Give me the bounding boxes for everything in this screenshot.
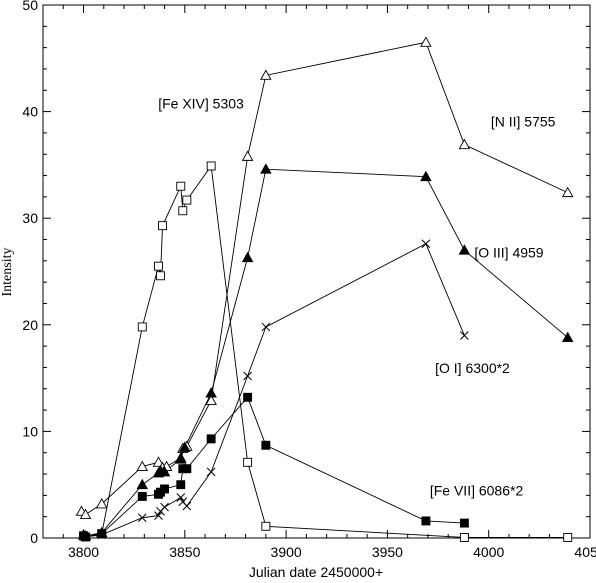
data-point xyxy=(241,251,254,263)
data-point xyxy=(561,331,574,343)
data-point xyxy=(261,440,271,450)
data-point xyxy=(136,478,149,490)
data-point xyxy=(176,493,186,502)
data-point xyxy=(158,465,171,477)
data-point-stroke xyxy=(176,493,186,502)
x-tick-label: 3850 xyxy=(169,544,200,560)
y-tick-label: 0 xyxy=(30,530,38,546)
data-point xyxy=(459,518,469,528)
series-annotation: [N II] 5755 xyxy=(491,114,556,130)
data-point xyxy=(205,387,217,398)
data-point-stroke xyxy=(206,467,216,477)
axis-ticks: 38003850390039504000405001020304050 xyxy=(22,0,596,560)
data-point xyxy=(97,529,107,539)
data-point xyxy=(160,502,169,512)
data-point-stroke xyxy=(182,501,192,511)
data-point xyxy=(95,497,108,509)
data-point xyxy=(136,460,149,472)
data-point xyxy=(206,467,216,477)
data-point-stroke xyxy=(460,331,469,340)
data-point xyxy=(241,150,254,161)
x-tick-label: 3800 xyxy=(68,544,99,560)
data-point xyxy=(206,161,216,171)
data-point xyxy=(158,221,167,231)
data-point-stroke xyxy=(137,513,147,523)
data-point xyxy=(243,457,253,467)
plot-frame xyxy=(42,4,591,539)
data-point xyxy=(154,261,163,271)
series-annotations: [Fe XIV] 5303 [N II] 5755 [O III] 4959 [O I… xyxy=(158,95,555,498)
series-line xyxy=(81,41,568,516)
y-tick-label: 10 xyxy=(22,423,38,439)
x-tick-label: 4000 xyxy=(473,544,504,560)
data-point xyxy=(243,371,252,381)
data-markers xyxy=(75,36,574,542)
data-point xyxy=(261,521,271,531)
data-point xyxy=(260,69,272,80)
data-point xyxy=(137,491,147,501)
y-tick-label: 20 xyxy=(22,317,38,333)
data-point xyxy=(561,186,574,198)
series-annotation: [Fe XIV] 5303 xyxy=(158,95,244,111)
y-tick-label: 30 xyxy=(22,210,38,226)
data-point xyxy=(156,271,165,281)
series-annotation: [Fe VII] 6086*2 xyxy=(430,482,524,498)
data-point xyxy=(137,513,147,523)
x-axis-label: Julian date 2450000+ xyxy=(249,564,383,580)
data-point xyxy=(206,434,216,444)
series-annotation: [O I] 6300*2 xyxy=(435,360,510,376)
y-axis-label: Intensity xyxy=(0,248,15,297)
data-point xyxy=(178,206,188,216)
series-line xyxy=(83,168,569,537)
data-point-stroke xyxy=(154,511,163,520)
data-point xyxy=(243,392,253,402)
x-tick-label: 3900 xyxy=(271,544,302,560)
data-point xyxy=(160,484,170,494)
data-point xyxy=(420,170,432,182)
data-point xyxy=(182,464,192,474)
series-annotation: [O III] 4959 xyxy=(474,245,543,261)
y-tick-label: 50 xyxy=(22,0,38,13)
data-point xyxy=(420,36,432,47)
data-point xyxy=(563,533,573,542)
data-point-stroke xyxy=(178,497,188,507)
data-point xyxy=(182,195,192,205)
data-point xyxy=(260,163,272,174)
x-tick-label: 3950 xyxy=(372,544,403,560)
data-point xyxy=(174,453,187,464)
data-point xyxy=(137,322,147,332)
data-point xyxy=(152,456,165,467)
data-point-stroke xyxy=(421,239,431,249)
data-point xyxy=(79,508,92,519)
data-point xyxy=(460,331,469,340)
data-point xyxy=(421,239,431,249)
data-point xyxy=(154,511,163,520)
data-point xyxy=(261,322,271,332)
data-point xyxy=(421,516,431,526)
data-point-stroke xyxy=(160,502,169,512)
data-point xyxy=(81,532,90,542)
data-point xyxy=(182,501,192,511)
data-point xyxy=(179,441,191,452)
y-tick-label: 40 xyxy=(22,104,38,120)
data-point xyxy=(459,533,469,542)
data-point xyxy=(458,244,471,255)
data-point xyxy=(205,394,217,405)
data-point-stroke xyxy=(261,322,271,332)
data-point xyxy=(176,480,186,490)
data-point xyxy=(176,181,186,191)
data-point xyxy=(458,138,471,150)
data-point-stroke xyxy=(243,371,252,381)
